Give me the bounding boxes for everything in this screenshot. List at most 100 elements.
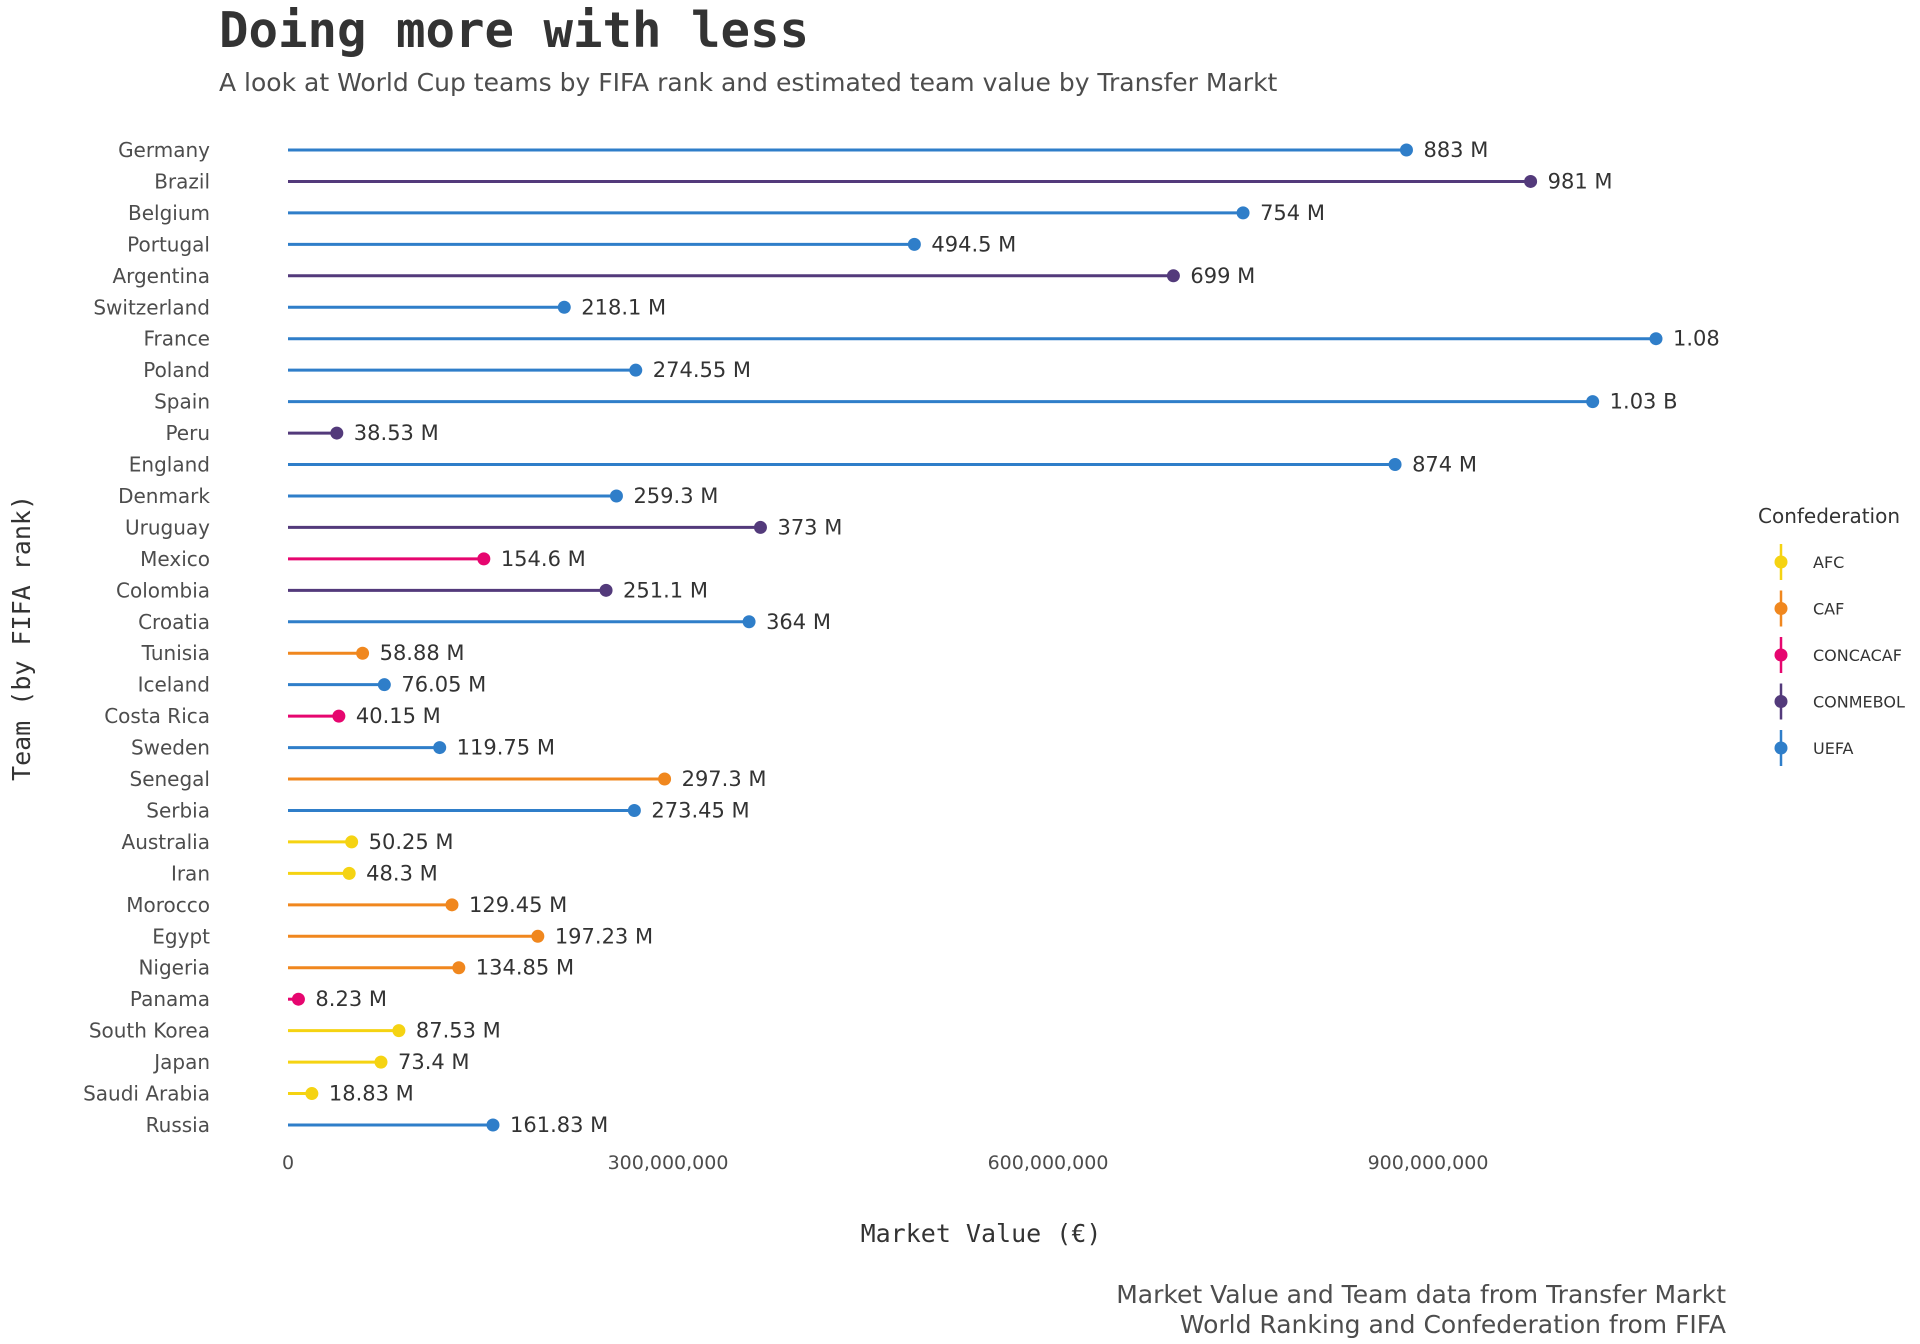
team-row: Denmark 259.3 M [118, 484, 718, 508]
lollipop-dot [1649, 332, 1663, 346]
legend-key-dot [1774, 555, 1788, 569]
team-label: Sweden [131, 736, 210, 760]
source-caption: Market Value and Team data from Transfer… [1116, 1280, 1726, 1340]
lollipop-dot [629, 363, 643, 377]
team-label: Germany [118, 138, 210, 162]
legend-label: CONCACAF [1813, 646, 1902, 665]
team-row: Poland 274.55 M [143, 358, 751, 382]
legend-entry: CONCACAF [1774, 637, 1902, 673]
lollipop-dot [452, 961, 466, 975]
x-tick-label: 0 [282, 1152, 294, 1174]
lollipop-dot [345, 835, 359, 849]
team-label: Switzerland [93, 295, 210, 319]
team-row: Switzerland 218.1 M [93, 295, 666, 319]
value-label: 38.53 M [354, 421, 439, 445]
value-label: 50.25 M [369, 830, 454, 854]
lollipop-dot [1399, 143, 1413, 157]
team-row: Senegal 297.3 M [130, 767, 767, 791]
lollipop-dot [658, 772, 672, 786]
value-label: 87.53 M [416, 1019, 501, 1043]
team-label: Tunisia [141, 641, 210, 665]
team-row: Nigeria 134.85 M [138, 956, 574, 980]
team-label: Morocco [126, 893, 210, 917]
legend-label: UEFA [1813, 739, 1854, 758]
team-label: Uruguay [125, 515, 210, 539]
legend-label: AFC [1813, 553, 1844, 572]
value-label: 129.45 M [469, 893, 567, 917]
value-label: 161.83 M [510, 1113, 608, 1137]
team-row: Morocco 129.45 M [126, 893, 567, 917]
team-label: Iceland [138, 673, 210, 697]
value-label: 981 M [1548, 169, 1613, 193]
value-label: 883 M [1423, 138, 1488, 162]
team-row: Panama 8.23 M [130, 987, 387, 1011]
value-label: 134.85 M [476, 956, 574, 980]
team-label: Belgium [128, 201, 210, 225]
team-row: Saudi Arabia 18.83 M [83, 1082, 414, 1106]
team-label: England [129, 453, 210, 477]
team-label: Mexico [140, 547, 210, 571]
legend-entry: AFC [1774, 544, 1844, 580]
team-row: Sweden 119.75 M [131, 736, 555, 760]
legend-label: CONMEBOL [1813, 693, 1905, 712]
team-row: Croatia 364 M [138, 610, 831, 634]
team-row: Iceland 76.05 M [138, 673, 487, 697]
team-label: Panama [130, 987, 210, 1011]
x-tick-label: 300,000,000 [608, 1152, 729, 1174]
lollipop-dot [1586, 395, 1600, 409]
value-label: 40.15 M [356, 704, 441, 728]
lollipop-dot [374, 1055, 388, 1069]
legend-entry: UEFA [1774, 730, 1854, 766]
value-label: 259.3 M [633, 484, 718, 508]
team-label: Denmark [118, 484, 210, 508]
team-row: Tunisia 58.88 M [141, 641, 465, 665]
value-label: 754 M [1260, 201, 1325, 225]
legend-key-dot [1774, 741, 1788, 755]
chart-rows: Germany 883 M Brazil 981 M Belgium 754 M Portu… [83, 138, 1720, 1137]
team-label: Iran [171, 861, 210, 885]
lollipop-dot [627, 803, 641, 817]
lollipop-dot [1388, 458, 1402, 472]
team-row: Iran 48.3 M [171, 861, 438, 885]
team-label: Russia [146, 1113, 210, 1137]
value-label: 1.08 [1673, 327, 1720, 351]
lollipop-dot [291, 992, 305, 1006]
lollipop-dot [332, 709, 346, 723]
team-row: Costa Rica 40.15 M [104, 704, 441, 728]
value-label: 1.03 B [1610, 390, 1678, 414]
legend-entry: CONMEBOL [1774, 683, 1905, 720]
x-tick-label: 600,000,000 [988, 1152, 1109, 1174]
value-label: 699 M [1190, 264, 1255, 288]
team-row: Portugal 494.5 M [127, 232, 1016, 256]
value-label: 18.83 M [329, 1082, 414, 1106]
value-label: 494.5 M [931, 232, 1016, 256]
caption-line-2: World Ranking and Confederation from FIF… [1179, 1310, 1726, 1339]
team-label: Costa Rica [104, 704, 210, 728]
lollipop-dot [609, 489, 623, 503]
team-label: Croatia [138, 610, 210, 634]
lollipop-dot [433, 741, 447, 755]
team-row: Serbia 273.45 M [146, 798, 749, 822]
value-label: 8.23 M [315, 987, 387, 1011]
team-label: Nigeria [138, 956, 210, 980]
value-label: 274.55 M [653, 358, 751, 382]
lollipop-dot [1166, 269, 1180, 283]
team-row: Colombia 251.1 M [116, 578, 708, 602]
lollipop-dot [1236, 206, 1250, 220]
legend-label: CAF [1813, 600, 1844, 619]
team-label: Brazil [154, 169, 210, 193]
team-label: Poland [143, 358, 210, 382]
value-label: 154.6 M [501, 547, 586, 571]
lollipop-dot [392, 1024, 406, 1038]
x-tick-label: 900,000,000 [1368, 1152, 1489, 1174]
chart-title: Doing more with less [219, 2, 810, 59]
lollipop-dot [377, 678, 391, 692]
team-label: Argentina [112, 264, 210, 288]
lollipop-dot [305, 1087, 319, 1101]
team-label: Senegal [130, 767, 211, 791]
caption-line-1: Market Value and Team data from Transfer… [1116, 1280, 1726, 1309]
team-row: Peru 38.53 M [165, 421, 438, 445]
team-row: France 1.08 [143, 327, 1719, 351]
team-label: Peru [165, 421, 210, 445]
team-row: Russia 161.83 M [146, 1113, 609, 1137]
